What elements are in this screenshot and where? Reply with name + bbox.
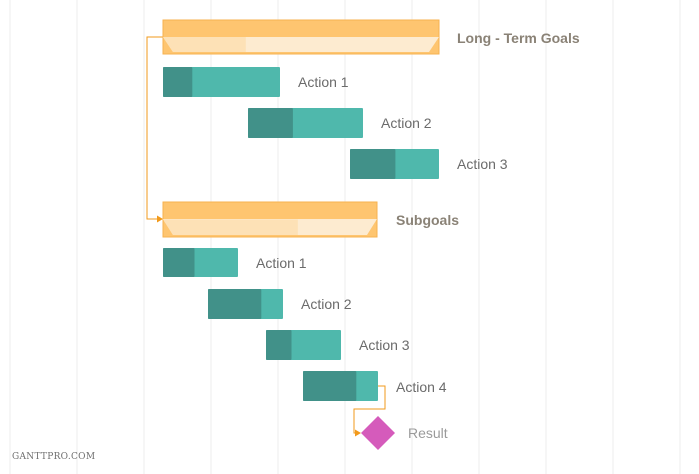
task-bar-progress (303, 371, 357, 401)
task-bar-action-3[interactable]: Action 3 (350, 149, 508, 179)
diamond-icon (361, 416, 395, 450)
task-bar-action-2[interactable]: Action 2 (248, 108, 432, 138)
group-bar-subgoals[interactable]: Subgoals (162, 201, 459, 238)
dependency-connectors (146, 36, 386, 437)
task-bar-sub-action-4[interactable]: Action 4 (303, 371, 447, 401)
task-label: Action 4 (396, 379, 447, 395)
task-bar-progress (248, 108, 293, 138)
connector-group-to-subgoals (146, 36, 163, 220)
group-label: Subgoals (396, 212, 459, 228)
group-bar-long-term-goals[interactable]: Long - Term Goals (162, 19, 580, 55)
task-bar-sub-action-1[interactable]: Action 1 (163, 248, 307, 277)
task-label: Action 2 (301, 296, 352, 312)
arrowhead-icon (355, 429, 361, 437)
group-label: Long - Term Goals (457, 30, 580, 46)
task-bar-progress (350, 149, 396, 179)
connector-action4-to-result (353, 385, 386, 434)
task-bar-progress (266, 330, 292, 360)
task-bar-progress (163, 248, 195, 277)
group-bar-progress (163, 37, 246, 52)
task-label: Action 1 (298, 74, 349, 90)
milestone-result[interactable]: Result (361, 416, 448, 450)
task-bar-progress (208, 289, 262, 319)
task-label: Action 3 (359, 337, 410, 353)
task-bar-progress (163, 67, 193, 97)
task-bar-sub-action-2[interactable]: Action 2 (208, 289, 352, 319)
task-label: Action 2 (381, 115, 432, 131)
task-label: Action 3 (457, 156, 508, 172)
group-bar-progress (163, 219, 298, 235)
task-bar-action-1[interactable]: Action 1 (163, 67, 349, 97)
arrowhead-icon (157, 215, 163, 223)
watermark: GANTTPRO.COM (12, 452, 95, 462)
task-label: Action 1 (256, 255, 307, 271)
task-bar-sub-action-3[interactable]: Action 3 (266, 330, 410, 360)
milestone-label: Result (408, 425, 448, 441)
